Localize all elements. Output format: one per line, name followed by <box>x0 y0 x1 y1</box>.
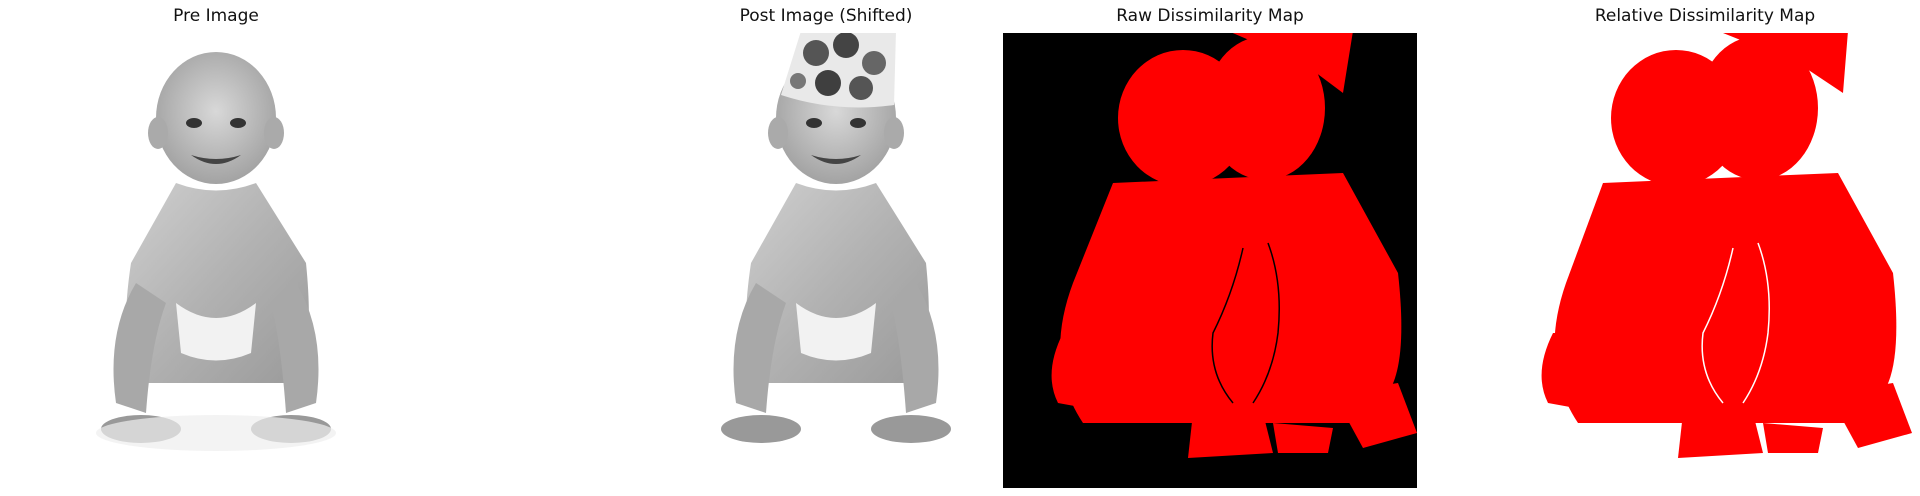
panel-relative-dissimilarity: Relative Dissimilarity Map <box>1498 0 1912 496</box>
pre-image <box>96 52 336 451</box>
panel-title: Relative Dissimilarity Map <box>1594 6 1816 26</box>
baby-figure <box>96 52 336 451</box>
panel-raw-dissimilarity: Raw Dissimilarity Map <box>1003 0 1417 496</box>
panel-title: Post Image (Shifted) <box>739 6 913 26</box>
party-hat <box>781 33 896 108</box>
relative-dissimilarity-map <box>1498 33 1912 488</box>
panel-post-image: Post Image (Shifted) <box>616 0 1036 496</box>
edge-lines <box>1211 242 1280 404</box>
red-mask <box>1051 33 1417 458</box>
baby-figure <box>721 52 951 443</box>
panel-title: Pre Image <box>173 6 259 26</box>
panel-pre-image: Pre Image <box>6 0 426 496</box>
red-mask <box>1541 33 1912 458</box>
post-image <box>721 33 951 443</box>
panel-title: Raw Dissimilarity Map <box>1116 6 1304 26</box>
edge-lines <box>1701 242 1770 404</box>
raw-dissimilarity-map <box>1003 33 1417 488</box>
